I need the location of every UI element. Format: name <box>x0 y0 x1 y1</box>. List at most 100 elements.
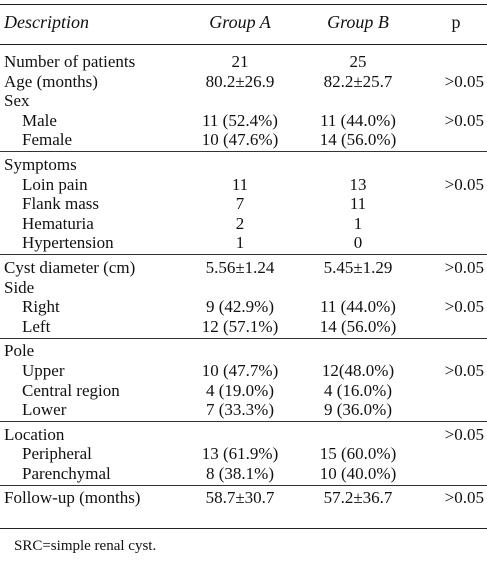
section-separator <box>0 337 487 339</box>
row-group-a-value: 13 (61.9%) <box>201 444 279 464</box>
row-group-b-value: 10 (40.0%) <box>319 463 397 483</box>
table-footnote: SRC=simple renal cyst. <box>14 538 157 554</box>
row-p-value: >0.05 <box>444 110 484 130</box>
row-group-a-value: 7 <box>235 194 245 214</box>
row-description: Central region <box>22 380 120 400</box>
table-row: Cyst diameter (cm) 5.56±1.24 5.45±1.29 >0.0… <box>0 258 487 278</box>
table-row: Hematuria 2 1 <box>0 214 487 234</box>
row-group-a-value: 5.56±1.24 <box>205 257 275 277</box>
row-group-b-value: 82.2±25.7 <box>323 71 393 91</box>
row-group-b-value: 9 (36.0%) <box>324 400 392 420</box>
table-row: Female 10 (47.6%) 14 (56.0%) <box>0 130 487 150</box>
row-group-b-value: 11 (44.0%) <box>320 297 396 317</box>
row-group-b-value: 14 (56.0%) <box>319 316 397 336</box>
row-group-a-value: 21 <box>231 52 249 71</box>
row-group-b-value: 14 (56.0%) <box>319 130 397 150</box>
table-row: Hypertension 1 0 <box>0 233 487 253</box>
row-group-b-value: 57.2±36.7 <box>323 488 393 508</box>
table-row: Pole <box>0 341 487 361</box>
header-group-a: Group A <box>209 12 271 32</box>
row-description: Peripheral <box>22 444 92 464</box>
table-header-rule <box>0 44 487 45</box>
table-row: Parenchymal 8 (38.1%) 10 (40.0%) <box>0 464 487 484</box>
row-group-a-value: 8 (38.1%) <box>206 463 274 483</box>
row-description: Location <box>4 424 65 444</box>
table-row: Flank mass 7 11 <box>0 194 487 214</box>
table-row: Peripheral 13 (61.9%) 15 (60.0%) <box>0 444 487 464</box>
table-row: Sex <box>0 91 487 111</box>
table-row: Location >0.05 <box>0 425 487 445</box>
table-row: Number of patients 21 25 <box>0 52 487 72</box>
table-row: Loin pain 11 13 >0.05 <box>0 175 487 195</box>
row-group-a-value: 1 <box>235 233 245 253</box>
row-description: Follow-up (months) <box>4 488 141 508</box>
table-body: Number of patients 21 25 Age (months) 80.2±2… <box>0 52 487 508</box>
row-group-a-value: 11 <box>231 174 249 194</box>
table-top-rule <box>0 4 487 5</box>
row-description: Sex <box>4 91 30 111</box>
row-description: Left <box>22 316 51 336</box>
header-p: p <box>451 12 461 32</box>
row-group-a-value: 4 (19.0%) <box>206 380 274 400</box>
row-description: Parenchymal <box>22 463 111 483</box>
row-description: Female <box>22 130 73 150</box>
row-description: Male <box>22 110 57 130</box>
row-description: Lower <box>22 400 67 420</box>
row-group-b-value: 13 <box>349 174 367 194</box>
header-group-b: Group B <box>327 12 389 32</box>
table-row: Symptoms <box>0 155 487 175</box>
row-group-b-value: 12(48.0%) <box>321 360 395 380</box>
section-separator <box>0 484 487 486</box>
row-group-b-value: 11 <box>349 194 367 214</box>
row-group-a-value: 58.7±30.7 <box>205 488 275 508</box>
row-p-value: >0.05 <box>444 488 484 508</box>
row-group-a-value: 10 (47.6%) <box>201 130 279 150</box>
row-description: Upper <box>22 360 65 380</box>
row-p-value: >0.05 <box>444 174 484 194</box>
table-row: Age (months) 80.2±26.9 82.2±25.7 >0.05 <box>0 72 487 92</box>
row-p-value: >0.05 <box>444 424 484 444</box>
row-description: Cyst diameter (cm) <box>4 257 136 277</box>
row-description: Side <box>4 277 35 297</box>
row-group-b-value: 15 (60.0%) <box>319 444 397 464</box>
row-description: Hypertension <box>22 233 114 253</box>
table-row: Central region 4 (19.0%) 4 (16.0%) <box>0 381 487 401</box>
row-p-value: >0.05 <box>444 71 484 91</box>
row-group-a-value: 7 (33.3%) <box>206 400 274 420</box>
row-description: Pole <box>4 341 35 361</box>
row-p-value: >0.05 <box>444 360 484 380</box>
section-separator <box>0 254 487 256</box>
row-description: Hematuria <box>22 213 94 233</box>
row-p-value: >0.05 <box>444 297 484 317</box>
table-row: Follow-up (months) 58.7±30.7 57.2±36.7 >0.0… <box>0 488 487 508</box>
row-group-a-value: 80.2±26.9 <box>205 71 275 91</box>
row-p-value: >0.05 <box>444 257 484 277</box>
table-bottom-rule <box>0 528 487 529</box>
row-group-a-value: 12 (57.1%) <box>201 316 279 336</box>
row-description: Right <box>22 297 60 317</box>
row-group-b-value: 11 (44.0%) <box>320 110 396 130</box>
row-description: Number of patients <box>4 52 136 71</box>
row-description: Age (months) <box>4 71 98 91</box>
row-group-a-value: 2 <box>235 213 245 233</box>
row-group-a-value: 11 (52.4%) <box>202 110 278 130</box>
section-separator <box>0 151 487 153</box>
row-group-b-value: 0 <box>353 233 363 253</box>
row-group-a-value: 10 (47.7%) <box>201 360 279 380</box>
row-description: Symptoms <box>4 154 77 174</box>
row-group-a-value: 9 (42.9%) <box>206 297 274 317</box>
row-description: Loin pain <box>22 174 88 194</box>
row-group-b-value: 1 <box>353 213 363 233</box>
table-row: Right 9 (42.9%) 11 (44.0%) >0.05 <box>0 297 487 317</box>
section-separator <box>0 421 487 423</box>
header-description: Description <box>4 12 89 32</box>
row-group-b-value: 4 (16.0%) <box>324 380 392 400</box>
table-row: Left 12 (57.1%) 14 (56.0%) <box>0 317 487 337</box>
table-row: Side <box>0 278 487 298</box>
row-group-b-value: 5.45±1.29 <box>323 257 393 277</box>
table-row: Lower 7 (33.3%) 9 (36.0%) <box>0 400 487 420</box>
row-group-b-value: 25 <box>349 52 367 71</box>
row-description: Flank mass <box>22 194 99 214</box>
table-row: Upper 10 (47.7%) 12(48.0%) >0.05 <box>0 361 487 381</box>
table-row: Male 11 (52.4%) 11 (44.0%) >0.05 <box>0 111 487 131</box>
